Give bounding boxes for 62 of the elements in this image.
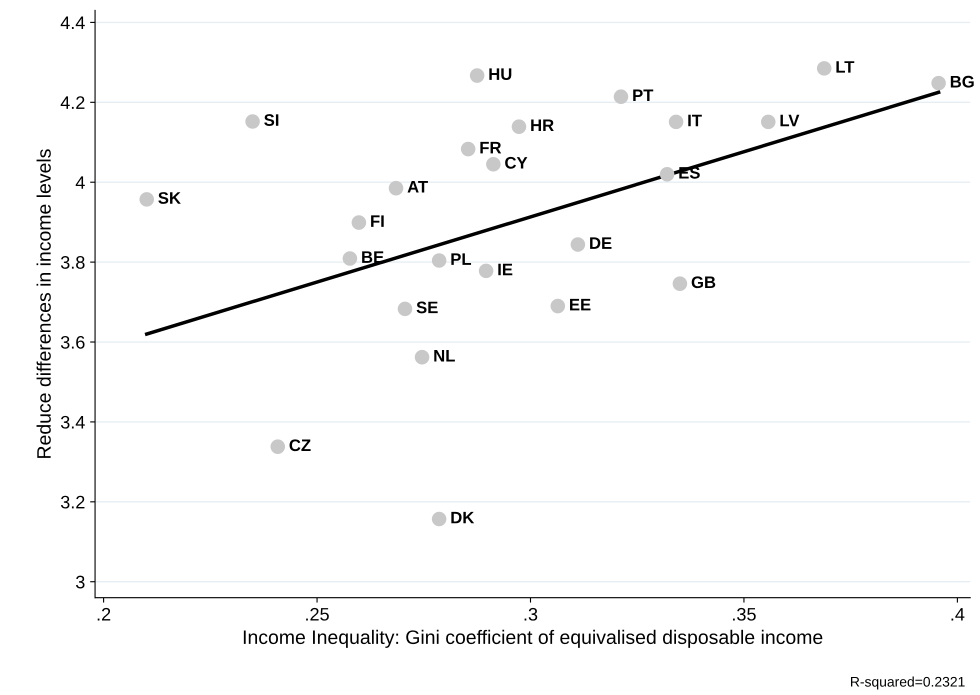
- point: [478, 264, 494, 278]
- point: [486, 156, 501, 172]
- point: [245, 114, 260, 129]
- data-label: CZ: [290, 439, 311, 452]
- data-label: DK: [451, 512, 474, 524]
- point: [760, 114, 776, 130]
- y-tick-label: 3.8: [60, 256, 85, 269]
- point: [342, 251, 358, 266]
- point: [414, 350, 430, 364]
- data-label: AT: [408, 181, 428, 193]
- data-label: IE: [498, 264, 512, 276]
- x-tick-label: .4: [952, 608, 964, 621]
- point: [460, 142, 476, 156]
- data-label: BG: [950, 76, 974, 88]
- point: [432, 253, 446, 268]
- data-label: CY: [505, 156, 528, 169]
- x-tick-label: .35: [733, 608, 756, 621]
- y-tick-label: 3: [76, 576, 85, 588]
- data-label: PL: [451, 253, 472, 265]
- point: [139, 192, 154, 207]
- data-label: NL: [434, 350, 455, 362]
- data-label: LV: [780, 114, 800, 126]
- point: [470, 68, 484, 83]
- point: [668, 114, 684, 130]
- x-tick-label: .2: [98, 608, 110, 621]
- y-tick-label: 3.4: [60, 416, 85, 429]
- y-tick-label: 4.4: [60, 16, 85, 29]
- point: [398, 302, 412, 316]
- point: [931, 76, 946, 90]
- point: [512, 119, 526, 134]
- data-label: FR: [480, 142, 502, 154]
- point: [550, 298, 566, 314]
- point: [432, 512, 446, 526]
- y-tick-label: 3.2: [60, 496, 84, 509]
- y-tick-label: 4.2: [60, 96, 84, 109]
- data-label: HU: [489, 68, 512, 80]
- data-label: LT: [836, 61, 854, 73]
- text: R-squared=0.2321: [851, 676, 965, 690]
- x-tick-label: .25: [306, 608, 329, 621]
- point: [816, 61, 832, 76]
- point: [270, 439, 286, 454]
- point: [388, 180, 404, 196]
- point: [672, 276, 688, 291]
- data-label: SE: [416, 302, 438, 314]
- y-axis-title: Reduce differences in income levels: [36, 149, 51, 458]
- data-label: SK: [158, 192, 181, 204]
- x-tick-label: .3: [524, 608, 538, 621]
- data-label: DE: [590, 237, 612, 249]
- y-tick-label: 4: [76, 176, 85, 189]
- point: [660, 166, 674, 182]
- data-label: FI: [371, 215, 384, 227]
- point: [614, 89, 628, 104]
- x-axis-title: Income Inequality: Gini coefficient of equivalised disposable income: [244, 630, 822, 648]
- point: [570, 237, 586, 252]
- data-label: PT: [633, 90, 654, 102]
- data-label: IT: [688, 114, 702, 126]
- data-label: EE: [570, 298, 591, 310]
- data-label: GB: [692, 276, 716, 288]
- data-label: SI: [264, 114, 278, 126]
- point: [352, 215, 366, 230]
- data-label: HR: [531, 120, 554, 131]
- y-tick-label: 3.6: [60, 336, 85, 349]
